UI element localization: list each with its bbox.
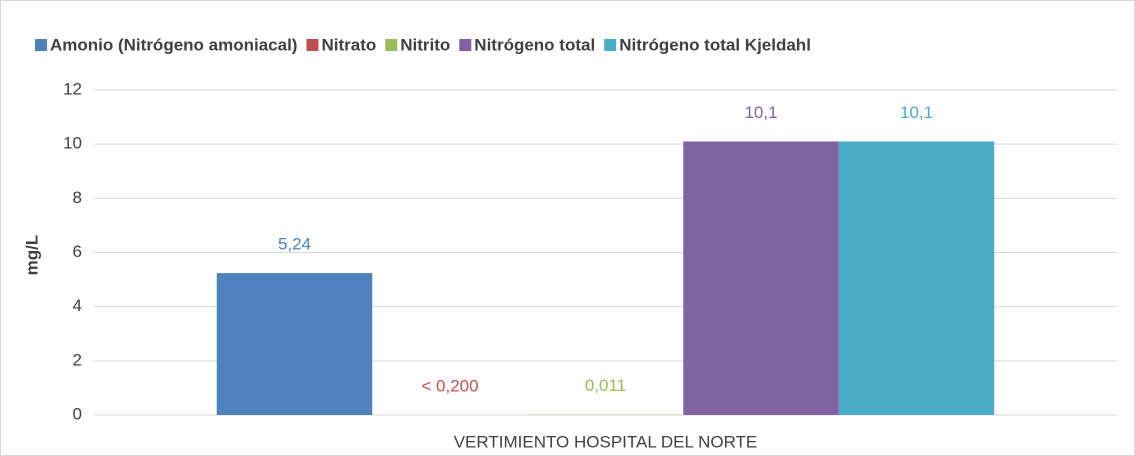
legend-swatch <box>604 39 617 51</box>
legend-swatch <box>385 39 398 51</box>
bar <box>838 141 995 416</box>
legend-label: Nitrito <box>400 35 450 54</box>
y-tick-label: 12 <box>63 79 82 98</box>
data-label: 10,1 <box>900 103 933 122</box>
y-axis-label: mg/L <box>22 235 41 276</box>
legend-label: Nitrato <box>321 35 376 54</box>
y-tick-label: 4 <box>73 296 82 315</box>
legend-label: Nitrógeno total Kjeldahl <box>619 35 811 54</box>
legend-label: Amonio (Nitrógeno amoniacal) <box>50 35 297 54</box>
legend-swatch <box>459 39 472 51</box>
legend-label: Nitrógeno total <box>474 35 595 54</box>
y-tick-label: 0 <box>73 404 82 423</box>
legend-swatch <box>35 39 47 51</box>
legend-swatch <box>306 39 319 51</box>
x-tick-label: VERTIMIENTO HOSPITAL DEL NORTE <box>454 432 758 451</box>
y-tick-label: 10 <box>63 134 82 153</box>
bar <box>683 141 839 416</box>
bar <box>216 273 373 415</box>
data-label: 0,011 <box>585 376 626 395</box>
y-tick-label: 6 <box>73 242 82 261</box>
y-tick-label: 8 <box>73 188 82 207</box>
data-label: 10,1 <box>744 103 777 122</box>
y-tick-label: 2 <box>73 350 82 369</box>
data-label: < 0,200 <box>421 376 478 395</box>
data-label: 5,24 <box>278 235 311 254</box>
